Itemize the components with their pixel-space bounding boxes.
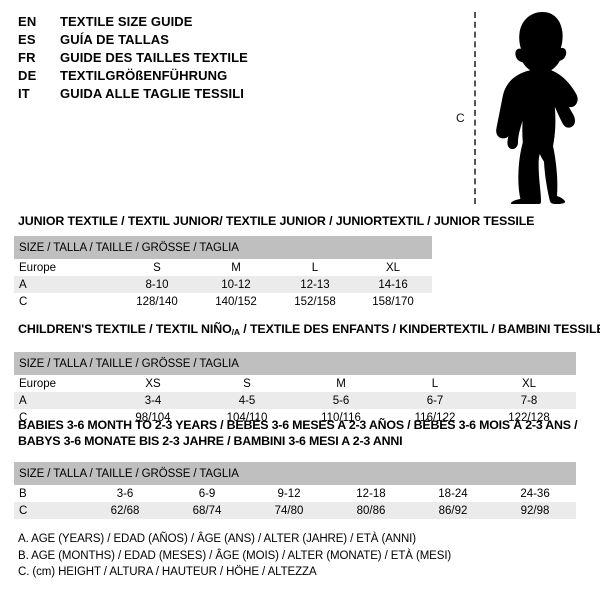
cell: 104/110	[200, 409, 294, 426]
row-label: C	[14, 409, 106, 426]
cell: XL	[354, 259, 433, 276]
cell: 5-6	[294, 392, 388, 409]
cell: 3-4	[106, 392, 200, 409]
height-illustration: C	[440, 6, 600, 206]
measurement-legend: A. AGE (YEARS) / EDAD (AÑOS) / ÂGE (ANS)…	[18, 531, 451, 581]
cell: 12-18	[330, 485, 412, 502]
size-header-label: SIZE / TALLA / TAILLE / GRÖSSE / TAGLIA	[14, 236, 433, 259]
cell: 12-13	[276, 276, 354, 293]
language-code-en: EN	[18, 14, 37, 29]
language-title-block: EN TEXTILE SIZE GUIDE ES GUÍA DE TALLAS …	[18, 13, 418, 103]
cell: 10-12	[196, 276, 276, 293]
height-measure-label: C	[456, 111, 465, 125]
legend-item-b: B. AGE (MONTHS) / EDAD (MESES) / ÂGE (MO…	[18, 549, 452, 562]
row-label: B	[14, 485, 84, 502]
section-title-babies-line2: BABYS 3-6 MONATE BIS 2-3 JAHRE / BAMBINI…	[18, 434, 403, 448]
junior-size-table: SIZE / TALLA / TAILLE / GRÖSSE / TAGLIA …	[14, 236, 433, 310]
cell: 4-5	[200, 392, 294, 409]
cell: 158/170	[354, 293, 433, 310]
language-row-fr: FR GUIDE DES TAILLES TEXTILE	[18, 49, 418, 67]
language-code-fr: FR	[18, 50, 36, 65]
cell: 128/140	[118, 293, 196, 310]
cell: L	[388, 375, 482, 392]
table-row: A 8-10 10-12 12-13 14-16	[14, 276, 433, 293]
babies-size-table: SIZE / TALLA / TAILLE / GRÖSSE / TAGLIA …	[14, 462, 577, 519]
language-row-it: IT GUIDA ALLE TAGLIE TESSILI	[18, 85, 418, 103]
cell: 152/158	[276, 293, 354, 310]
language-title-de: TEXTILGRÖßENFÜHRUNG	[60, 68, 228, 83]
cell: 6-9	[166, 485, 248, 502]
cell: XS	[106, 375, 200, 392]
language-title-fr: GUIDE DES TAILLES TEXTILE	[60, 50, 248, 65]
children-size-table: SIZE / TALLA / TAILLE / GRÖSSE / TAGLIA …	[14, 352, 576, 426]
row-label: C	[14, 502, 84, 519]
section-title-junior: JUNIOR TEXTILE / TEXTIL JUNIOR/ TEXTILE …	[18, 214, 535, 228]
section-title-babies: BABIES 3-6 MONTH TO 2-3 YEARS / BEBÉS 3-…	[18, 417, 593, 449]
cell: 122/128	[482, 409, 576, 426]
cell: 74/80	[248, 502, 330, 519]
table-header-row: SIZE / TALLA / TAILLE / GRÖSSE / TAGLIA	[14, 236, 433, 259]
size-header-label: SIZE / TALLA / TAILLE / GRÖSSE / TAGLIA	[14, 462, 577, 485]
toddler-silhouette-icon	[496, 12, 578, 204]
language-title-en: TEXTILE SIZE GUIDE	[60, 14, 193, 29]
row-label: Europe	[14, 375, 106, 392]
table-row: C 128/140 140/152 152/158 158/170	[14, 293, 433, 310]
cell: S	[200, 375, 294, 392]
cell: L	[276, 259, 354, 276]
language-row-de: DE TEXTILGRÖßENFÜHRUNG	[18, 67, 418, 85]
language-row-en: EN TEXTILE SIZE GUIDE	[18, 13, 418, 31]
language-title-it: GUIDA ALLE TAGLIE TESSILI	[60, 86, 245, 101]
section-title-children-sub: /A	[231, 327, 240, 337]
row-label: Europe	[14, 259, 118, 276]
cell: 3-6	[84, 485, 166, 502]
cell: 7-8	[482, 392, 576, 409]
table-row: Europe S M L XL	[14, 259, 433, 276]
cell: XL	[482, 375, 576, 392]
section-title-children-pre: CHILDREN'S TEXTILE / TEXTIL NIÑO	[18, 322, 232, 336]
cell: 6-7	[388, 392, 482, 409]
table-row: C 62/68 68/74 74/80 80/86 86/92 92/98	[14, 502, 577, 519]
section-title-children: CHILDREN'S TEXTILE / TEXTIL NIÑO/A / TEX…	[18, 322, 600, 337]
section-title-babies-line1: BABIES 3-6 MONTH TO 2-3 YEARS / BEBÉS 3-…	[18, 418, 578, 432]
row-label: C	[14, 293, 118, 310]
table-row: A 3-4 4-5 5-6 6-7 7-8	[14, 392, 576, 409]
language-code-it: IT	[18, 86, 30, 101]
cell: 98/104	[106, 409, 200, 426]
cell: 68/74	[166, 502, 248, 519]
cell: 92/98	[494, 502, 577, 519]
legend-item-c: C. (cm) HEIGHT / ALTURA / HAUTEUR / HÖHE…	[18, 566, 317, 578]
cell: 62/68	[84, 502, 166, 519]
table-header-row: SIZE / TALLA / TAILLE / GRÖSSE / TAGLIA	[14, 462, 577, 485]
legend-item-a: A. AGE (YEARS) / EDAD (AÑOS) / ÂGE (ANS)…	[18, 533, 417, 545]
cell: 18-24	[412, 485, 494, 502]
row-label: A	[14, 276, 118, 293]
cell: 8-10	[118, 276, 196, 293]
cell: 116/122	[388, 409, 482, 426]
size-header-label: SIZE / TALLA / TAILLE / GRÖSSE / TAGLIA	[14, 352, 576, 375]
language-code-de: DE	[18, 68, 37, 83]
language-row-es: ES GUÍA DE TALLAS	[18, 31, 418, 49]
table-row: C 98/104 104/110 110/116 116/122 122/128	[14, 409, 576, 426]
cell: S	[118, 259, 196, 276]
cell: 24-36	[494, 485, 577, 502]
cell: M	[294, 375, 388, 392]
table-row: B 3-6 6-9 9-12 12-18 18-24 24-36	[14, 485, 577, 502]
cell: 14-16	[354, 276, 433, 293]
cell: 9-12	[248, 485, 330, 502]
cell: 110/116	[294, 409, 388, 426]
table-header-row: SIZE / TALLA / TAILLE / GRÖSSE / TAGLIA	[14, 352, 576, 375]
section-title-children-post: / TEXTILE DES ENFANTS / KINDERTEXTIL / B…	[239, 322, 600, 336]
table-row: Europe XS S M L XL	[14, 375, 576, 392]
cell: 140/152	[196, 293, 276, 310]
language-code-es: ES	[18, 32, 36, 47]
row-label: A	[14, 392, 106, 409]
cell: 86/92	[412, 502, 494, 519]
cell: M	[196, 259, 276, 276]
cell: 80/86	[330, 502, 412, 519]
language-title-es: GUÍA DE TALLAS	[60, 32, 170, 47]
height-measure-line	[474, 12, 476, 204]
